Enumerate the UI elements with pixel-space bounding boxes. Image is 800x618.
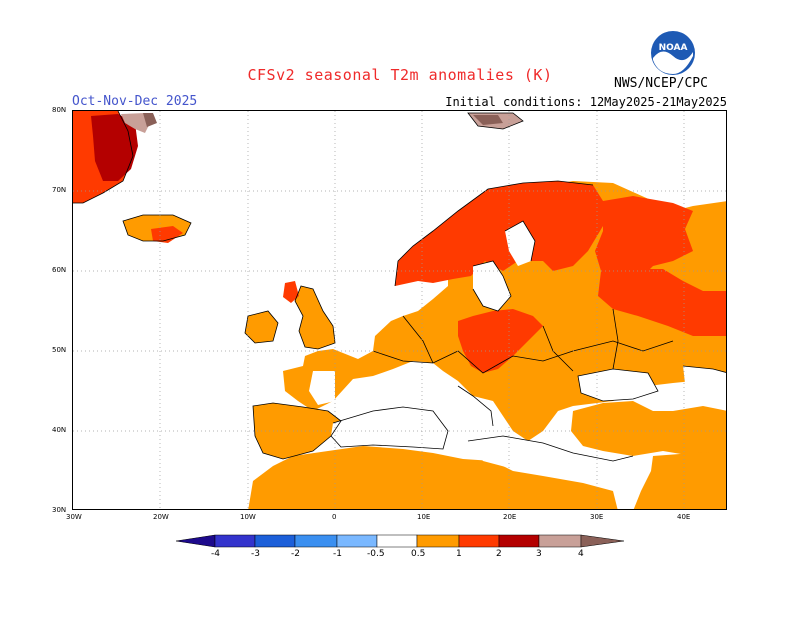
ireland-anomaly xyxy=(245,311,278,343)
lat-label-50n: 50N xyxy=(52,346,67,354)
colorbar-arrow-cold xyxy=(175,534,216,548)
scandinavia-anomaly xyxy=(395,181,603,286)
iceland-south-anomaly xyxy=(151,226,183,243)
lon-label-30w: 30W xyxy=(66,513,82,521)
graticule xyxy=(73,111,726,509)
svalbard-brown-anomaly xyxy=(473,115,503,125)
map-canvas xyxy=(73,111,726,509)
lat-label-80n: 80N xyxy=(52,106,67,114)
lon-label-30e: 30E xyxy=(590,513,604,521)
colorbar-label-2: 2 xyxy=(496,549,502,559)
gulf-bothnia xyxy=(505,221,535,266)
mediterranean-west xyxy=(331,407,448,449)
colorbar-bin-m3-m2 xyxy=(254,534,296,548)
north-africa-anomaly xyxy=(248,446,618,509)
colorbar-label-1: 1 xyxy=(456,549,462,559)
colorbar-label-3: 3 xyxy=(536,549,542,559)
noaa-logo-icon: NOAA xyxy=(651,31,695,75)
anomaly-map xyxy=(72,110,727,510)
lat-label-70n: 70N xyxy=(52,186,67,194)
colorbar-bin-1-2 xyxy=(458,534,500,548)
lat-label-30n: 30N xyxy=(52,506,67,514)
central-russia-anomaly xyxy=(598,269,726,336)
lat-label-60n: 60N xyxy=(52,266,67,274)
lon-label-40e: 40E xyxy=(677,513,691,521)
lon-label-20e: 20E xyxy=(503,513,517,521)
greenland-brown-anomaly xyxy=(143,113,157,127)
middle-east-anomaly xyxy=(633,451,726,509)
colorbar-bin-2-3 xyxy=(498,534,540,548)
lon-label-10e: 10E xyxy=(417,513,431,521)
coastlines xyxy=(73,111,726,462)
lon-label-20w: 20W xyxy=(153,513,169,521)
north-russia-anomaly xyxy=(595,196,693,286)
agency-label: NWS/NCEP/CPC xyxy=(614,76,708,91)
map-title: CFSv2 seasonal T2m anomalies (K) xyxy=(247,66,553,84)
colorbar-arrow-warm xyxy=(580,534,625,548)
caspian-sea xyxy=(683,366,726,411)
mediterranean-east xyxy=(468,436,638,483)
colorbar-bin-3-4 xyxy=(538,534,582,548)
baltic-sea xyxy=(473,261,511,311)
central-europe-anomaly xyxy=(458,309,543,373)
lat-label-40n: 40N xyxy=(52,426,67,434)
black-sea xyxy=(578,369,658,401)
greenland-darkred-anomaly xyxy=(91,114,138,181)
logo-text: NOAA xyxy=(659,43,688,53)
britain-anomaly xyxy=(295,286,335,349)
colorbar-bin-neutral xyxy=(376,534,418,548)
scotland-anomaly xyxy=(283,281,299,303)
colorbar-label-4: 4 xyxy=(578,549,584,559)
colorbar-label-m4: -4 xyxy=(211,549,220,559)
north-sea xyxy=(333,281,393,323)
colorbar-label-m05: -0.5 xyxy=(367,549,385,559)
colorbar-label-05: 0.5 xyxy=(411,549,426,559)
initial-conditions-label: Initial conditions: 12May2025-21May2025 xyxy=(445,95,727,109)
bay-of-biscay xyxy=(309,371,335,405)
lon-label-10w: 10W xyxy=(240,513,256,521)
greenland-pink-anomaly xyxy=(121,113,151,133)
land-darkred-areas xyxy=(91,114,138,181)
colorbar-bin-05-1 xyxy=(416,534,460,548)
land-brown-areas xyxy=(143,113,503,127)
colorbar-bin-m2-m1 xyxy=(294,534,338,548)
colorbar-label-m1: -1 xyxy=(333,549,342,559)
anatolia-anomaly xyxy=(571,401,726,456)
colorbar-bin-m1-m05 xyxy=(336,534,378,548)
colorbar-label-m3: -3 xyxy=(251,549,260,559)
land-pink-areas xyxy=(121,113,523,133)
colorbar xyxy=(175,534,625,548)
adriatic xyxy=(458,386,493,426)
lon-label-0: 0 xyxy=(332,513,337,521)
sea-areas xyxy=(309,221,726,483)
season-label: Oct-Nov-Dec 2025 xyxy=(72,94,198,109)
colorbar-bin-m4-m3 xyxy=(214,534,256,548)
colorbar-label-m2: -2 xyxy=(291,549,300,559)
